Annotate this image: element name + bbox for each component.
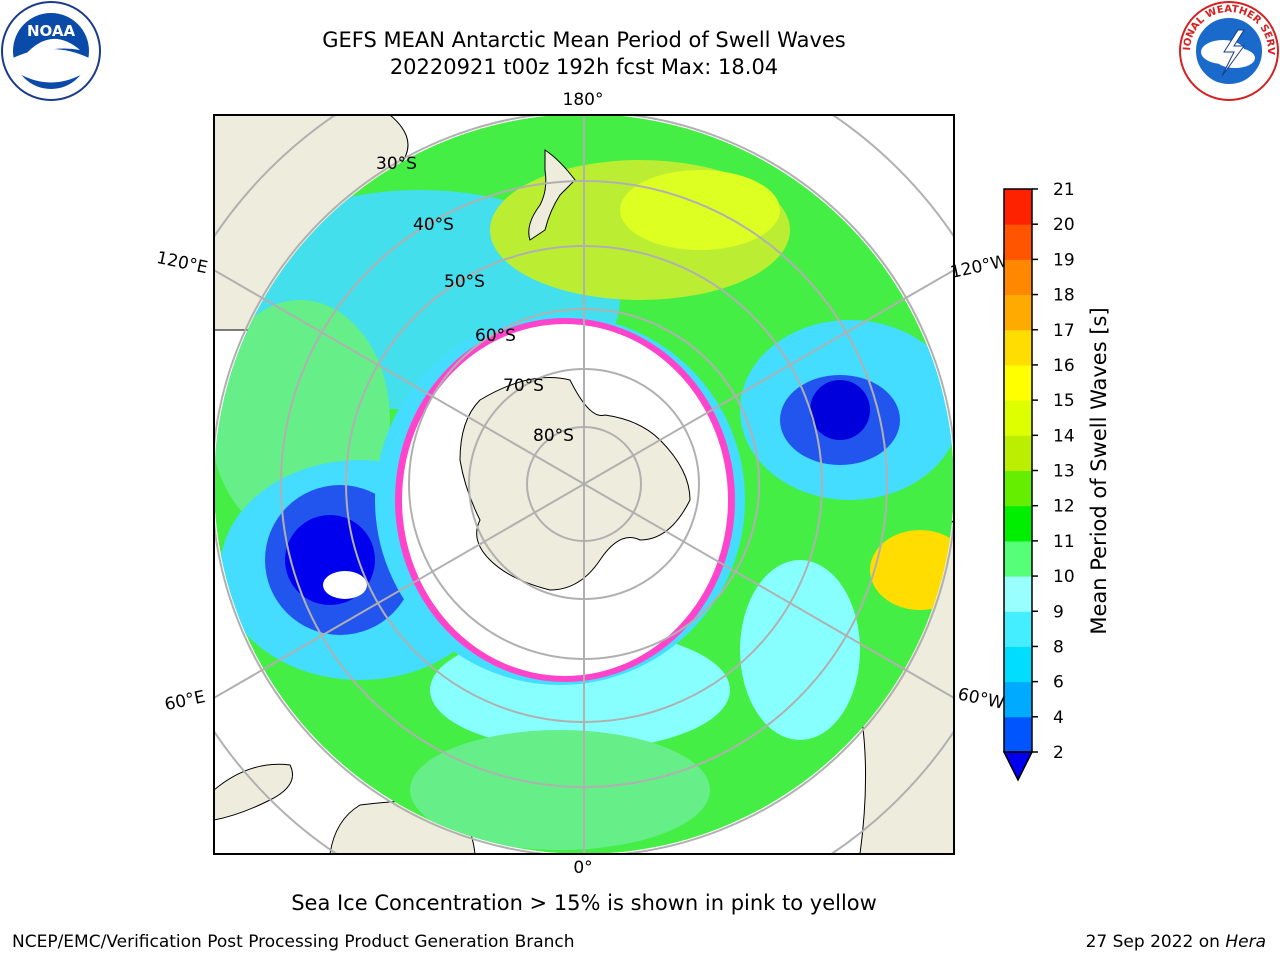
colorbar-tick-label: 16 (1053, 356, 1075, 376)
colorbar-tick-label: 14 (1053, 426, 1075, 446)
colorbar-segment (1004, 646, 1032, 683)
colorbar-tick-label: 19 (1053, 250, 1075, 270)
new-zealand-land (528, 149, 576, 241)
colorbar-tick-label: 9 (1053, 602, 1064, 622)
colorbar-tick-label: 20 (1053, 215, 1075, 235)
colorbar-tick-label: 4 (1053, 708, 1064, 728)
sea-ice-note: Sea Ice Concentration > 15% is shown in … (291, 891, 877, 915)
lat-label-60s: 60°S (475, 326, 516, 346)
colorbar-segment (1004, 540, 1032, 577)
lat-label-30s: 30°S (376, 154, 417, 174)
noaa-logo-text: NOAA (27, 22, 76, 40)
colorbar-tick-label: 15 (1053, 391, 1075, 411)
colorbar-tick-label: 8 (1053, 637, 1064, 657)
lon-label-60w: 60°W (956, 684, 1006, 713)
colorbar-segment (1004, 470, 1032, 507)
colorbar-tick-label: 18 (1053, 286, 1075, 306)
lon-label-60e: 60°E (163, 687, 207, 715)
colorbar-segment (1004, 400, 1032, 436)
lat-label-40s: 40°S (413, 215, 454, 235)
colorbar-segment (1004, 505, 1032, 542)
colorbar-label: Mean Period of Swell Waves [s] (1087, 307, 1111, 634)
colorbar-segment (1004, 329, 1032, 366)
footer-host: Hera (1225, 932, 1266, 952)
colorbar-segment (1004, 364, 1032, 401)
chart-title: GEFS MEAN Antarctic Mean Period of Swell… (322, 28, 846, 52)
lat-label-50s: 50°S (444, 272, 485, 292)
colorbar-segment (1004, 259, 1032, 296)
colorbar-tick-label: 17 (1053, 321, 1075, 341)
nws-logo: NATIONAL WEATHER SERVICE (1178, 0, 1279, 101)
colorbar-tick-label: 6 (1053, 673, 1064, 693)
antarctica-land (459, 377, 691, 591)
noaa-logo: NOAA (1, 1, 101, 101)
footer-date-text: 27 Sep 2022 on (1085, 932, 1220, 952)
colorbar-segment (1004, 611, 1032, 647)
lon-label-0: 0° (573, 858, 592, 878)
colorbar-segment (1004, 435, 1032, 471)
chart-subtitle: 20220921 t00z 192h fcst Max: 18.04 (389, 55, 779, 79)
colorbar: 2 4 6 8 9 10 11 12 13 14 15 16 17 18 19 20 21 (1002, 180, 1075, 782)
lon-label-120w: 120°W (949, 251, 1010, 283)
colorbar-tick-label: 11 (1053, 532, 1075, 552)
lat-label-80s: 80°S (533, 426, 574, 446)
colorbar-segment (1004, 576, 1032, 612)
graticule (214, 115, 954, 854)
colorbar-tick-label: 12 (1053, 497, 1075, 517)
footer-date: 27 Sep 2022 on Hera (1086, 932, 1266, 952)
colorbar-tick-label: 2 (1053, 743, 1064, 763)
colorbar-segment (1004, 681, 1032, 718)
colorbar-tick-label: 13 (1053, 462, 1075, 482)
colorbar-tick-label: 10 (1053, 567, 1075, 587)
footer-credit: NCEP/EMC/Verification Post Processing Pr… (12, 932, 575, 952)
map-frame (213, 114, 955, 855)
lon-label-120e: 120°E (155, 248, 210, 278)
colorbar-segment (1004, 224, 1032, 260)
colorbar-segment (1004, 294, 1032, 331)
colorbar-under-arrow (1002, 751, 1034, 782)
lat-label-70s: 70°S (503, 376, 544, 396)
colorbar-tick-label: 21 (1053, 180, 1075, 200)
colorbar-segment (1004, 716, 1032, 753)
colorbar-segment (1004, 189, 1032, 225)
lon-label-180: 180° (563, 90, 604, 110)
